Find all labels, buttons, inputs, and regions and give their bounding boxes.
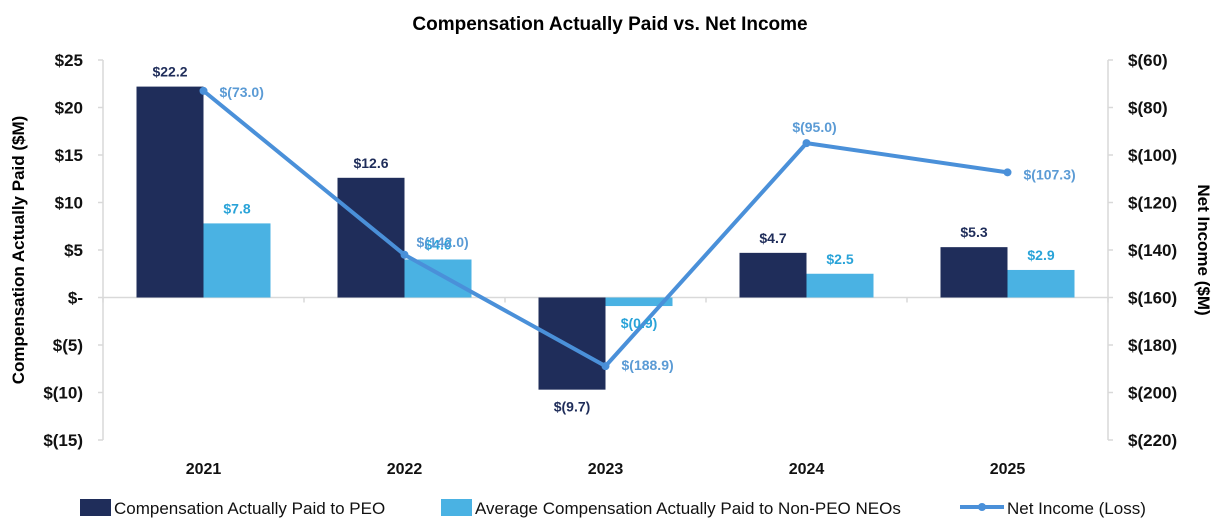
legend-label-net-income: Net Income (Loss): [1007, 499, 1146, 518]
non-peo-bar: [203, 223, 271, 298]
net-income-line-layer: [199, 86, 1012, 371]
non-peo-data-label: $7.8: [223, 200, 250, 216]
net-income-marker: [1003, 168, 1012, 177]
right-tick-label: $(200): [1128, 384, 1177, 403]
right-tick-label: $(120): [1128, 194, 1177, 213]
right-tick-label: $(100): [1128, 146, 1177, 165]
net-income-marker: [400, 250, 409, 259]
x-category-label: 2024: [789, 461, 825, 478]
bars: [136, 86, 1075, 390]
net-income-marker: [199, 86, 208, 95]
right-tick-label: $(220): [1128, 431, 1177, 450]
x-category-label: 2025: [990, 461, 1026, 478]
right-tick-label: $(80): [1128, 99, 1168, 118]
non-peo-bar: [1007, 269, 1075, 298]
non-peo-bar: [404, 259, 472, 298]
non-peo-data-label: $(0.9): [621, 315, 658, 331]
right-tick-label: $(140): [1128, 241, 1177, 260]
peo-data-label: $(9.7): [554, 399, 591, 415]
peo-data-label: $12.6: [353, 155, 388, 171]
net-income-data-label: $(188.9): [622, 357, 674, 373]
peo-bar: [538, 297, 606, 390]
net-income-data-label: $(95.0): [792, 119, 836, 135]
left-tick-label: $(15): [43, 431, 83, 450]
legend-label-non-peo: Average Compensation Actually Paid to No…: [475, 499, 901, 518]
net-income-marker: [601, 362, 610, 371]
legend-swatch-non-peo: [441, 499, 472, 516]
left-axis-title: Compensation Actually Paid ($M): [9, 116, 28, 385]
left-tick-label: $15: [55, 146, 83, 165]
right-tick-label: $(60): [1128, 51, 1168, 70]
chart-title: Compensation Actually Paid vs. Net Incom…: [412, 14, 807, 35]
right-tick-label: $(180): [1128, 336, 1177, 355]
non-peo-data-label: $2.5: [826, 251, 853, 267]
data-labels: $22.2 $12.6 $(9.7) $4.7 $5.3 $7.8 $4.0 $(0.9) $2…: [152, 64, 1075, 415]
non-peo-data-label: $4.0: [424, 237, 451, 253]
x-category-label: 2022: [387, 461, 423, 478]
left-tick-label: $5: [64, 241, 83, 260]
non-peo-data-label: $2.9: [1027, 247, 1054, 263]
x-category-label: 2023: [588, 461, 624, 478]
net-income-data-label: $(107.3): [1024, 166, 1076, 182]
non-peo-bar: [605, 297, 673, 307]
left-tick-label: $(10): [43, 384, 83, 403]
legend-swatch-peo: [80, 499, 111, 516]
right-axis-title: Net Income ($M): [1194, 184, 1213, 315]
peo-bar: [136, 86, 204, 298]
x-category-label: 2021: [186, 461, 222, 478]
net-income-data-label: $(73.0): [220, 84, 264, 100]
peo-data-label: $4.7: [759, 230, 786, 246]
right-tick-label: $(160): [1128, 289, 1177, 308]
peo-data-label: $22.2: [152, 64, 187, 80]
legend: Compensation Actually Paid to PEO Average…: [80, 499, 1146, 518]
left-tick-label: $10: [55, 194, 83, 213]
peo-bar: [337, 177, 405, 298]
peo-bar: [739, 252, 807, 298]
legend-label-peo: Compensation Actually Paid to PEO: [114, 499, 385, 518]
net-income-data-label: $(142.0): [417, 234, 469, 250]
left-tick-label: $20: [55, 99, 83, 118]
left-tick-label: $(5): [53, 336, 83, 355]
non-peo-bar: [806, 273, 874, 298]
axes: $25 $20 $15 $10 $5 $- $(5) $(10) $(15) $(60) $(80)…: [9, 51, 1213, 478]
peo-bar: [940, 247, 1008, 298]
peo-data-label: $5.3: [960, 224, 987, 240]
net-income-marker: [802, 139, 811, 148]
left-tick-label: $25: [55, 51, 83, 70]
legend-marker-net-income: [978, 503, 986, 511]
left-tick-label: $-: [68, 289, 83, 308]
